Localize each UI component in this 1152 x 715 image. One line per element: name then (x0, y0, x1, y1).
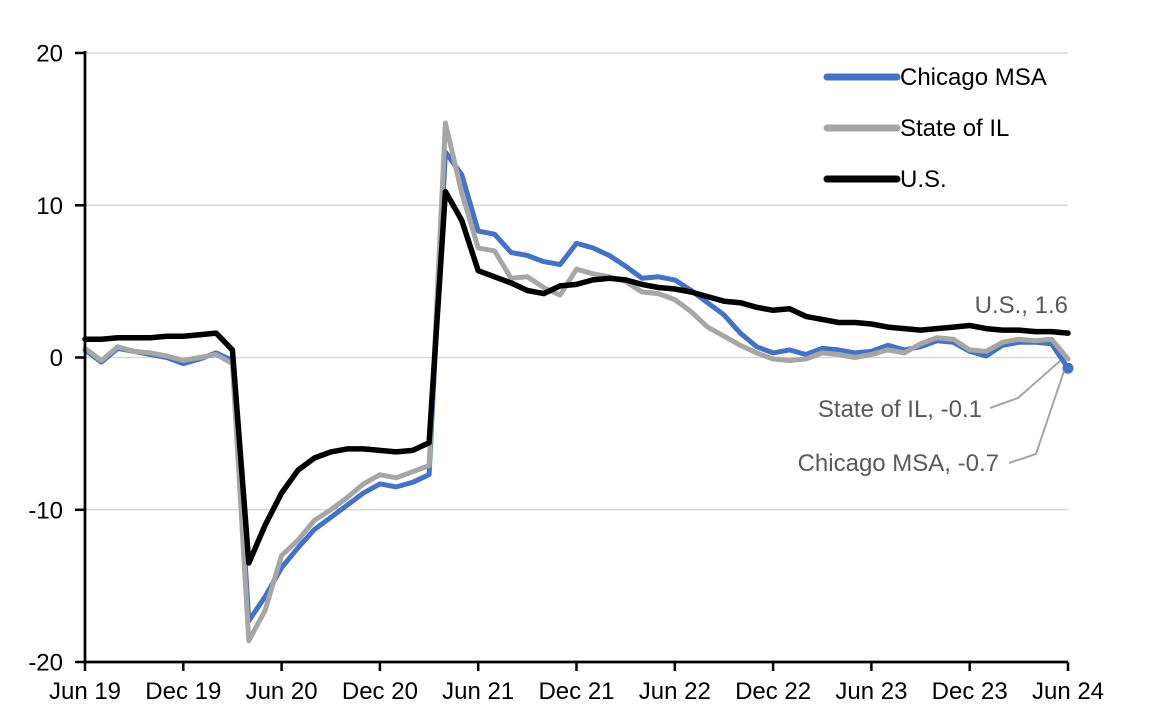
x-tick-label-5: Dec 21 (538, 678, 614, 705)
legend-label-state-of-il: State of IL (900, 115, 1009, 142)
gridlines-group (85, 52, 1068, 511)
y-tick-label--20: -20 (28, 650, 63, 677)
x-tick-label-4: Jun 21 (442, 678, 514, 705)
x-tick-label-8: Jun 23 (835, 678, 907, 705)
annotation-u-s-: U.S., 1.6 (975, 292, 1068, 319)
series-line-u-s- (82, 188, 1071, 566)
series-line-state-of-il (82, 120, 1071, 644)
x-tick-label-2: Jun 20 (246, 678, 318, 705)
y-tick-label--10: -10 (28, 497, 63, 524)
x-tick-label-6: Jun 22 (639, 678, 711, 705)
x-tick-label-10: Jun 24 (1032, 678, 1104, 705)
x-tick-label-9: Dec 23 (932, 678, 1008, 705)
y-tick-label-0: 0 (50, 345, 63, 372)
leader-line-state-of-il (989, 360, 1061, 409)
legend-label-chicago-msa: Chicago MSA (900, 64, 1047, 91)
legend-group: Chicago MSA State of IL U.S. (823, 64, 1047, 193)
x-tick-label-7: Dec 22 (735, 678, 811, 705)
legend-label-u-s-: U.S. (900, 166, 947, 193)
leader-line-chicago-msa (1008, 370, 1065, 464)
x-tick-label-0: Jun 19 (49, 678, 121, 705)
axes-group (75, 51, 1070, 671)
y-tick-label-20: 20 (36, 41, 63, 68)
x-tick-label-1: Dec 19 (145, 678, 221, 705)
series-end-marker (1062, 362, 1074, 374)
axis-labels-group: -20 -10 0 10 20 Jun 19 Dec 19 Jun 20 Dec 20 Jun 2… (28, 41, 1104, 706)
y-tick-label-10: 10 (36, 193, 63, 220)
x-tick-label-3: Dec 20 (342, 678, 418, 705)
series-group (82, 120, 1074, 644)
annotation-chicago-msa: Chicago MSA, -0.7 (798, 450, 999, 477)
annotations-group: U.S., 1.6 State of IL, -0.1 Chicago MSA, -… (798, 292, 1068, 477)
annotation-state-of-il: State of IL, -0.1 (818, 396, 982, 423)
